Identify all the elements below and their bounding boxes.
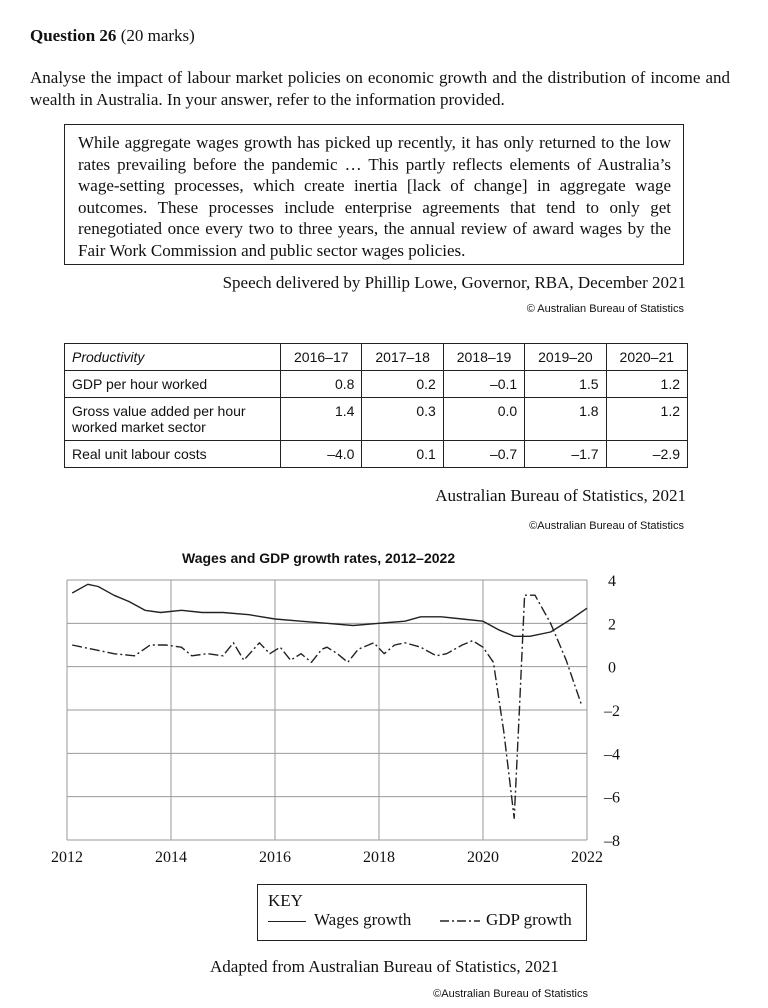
chart-copyright: ©Australian Bureau of Statistics xyxy=(433,988,588,1000)
row-label: GDP per hour worked xyxy=(63,370,282,398)
table-header-label: Productivity xyxy=(63,343,282,371)
table-cell: –0.1 xyxy=(442,370,526,398)
y-tick-label: 2 xyxy=(608,616,616,633)
table-cell: –4.0 xyxy=(280,440,363,468)
legend-title: KEY xyxy=(268,891,303,910)
table-cell: 1.8 xyxy=(524,397,607,441)
question-text: Analyse the impact of labour market poli… xyxy=(30,68,730,109)
table-cell: –2.9 xyxy=(605,440,689,468)
quote-box: While aggregate wages growth has picked … xyxy=(64,124,684,265)
table-cell: –1.7 xyxy=(524,440,607,468)
table-source: Australian Bureau of Statistics, 2021 xyxy=(435,486,686,505)
y-tick-label: –8 xyxy=(603,833,620,850)
x-tick-label: 2016 xyxy=(259,849,291,866)
table-cell: –0.7 xyxy=(442,440,526,468)
row-label: Gross value added per hour worked market… xyxy=(63,397,282,441)
chart-source: Adapted from Australian Bureau of Statis… xyxy=(210,957,559,976)
wages-growth-line xyxy=(71,583,588,637)
x-tick-label: 2014 xyxy=(155,849,187,866)
row-label: Real unit labour costs xyxy=(63,440,282,468)
table-row: Real unit labour costs –4.0 0.1 –0.7 –1.… xyxy=(63,440,689,468)
table-copyright: ©Australian Bureau of Statistics xyxy=(529,520,684,532)
x-tick-label: 2022 xyxy=(571,849,603,866)
table-column-header: 2019–20 xyxy=(524,343,607,371)
chart-legend: KEY Wages growth GDP growth xyxy=(257,884,587,941)
legend-dash-dot-line-swatch xyxy=(440,920,480,922)
chart-title: Wages and GDP growth rates, 2012–2022 xyxy=(182,550,456,566)
quote-source: Speech delivered by Phillip Lowe, Govern… xyxy=(222,273,686,292)
legend-wages-label: Wages growth xyxy=(314,910,412,929)
x-tick-label: 2018 xyxy=(363,849,395,866)
question-heading: Question 26 (20 marks) xyxy=(30,26,195,46)
productivity-table: Productivity 2016–17 2017–18 2018–19 201… xyxy=(63,343,689,468)
y-tick-label: –2 xyxy=(603,703,620,720)
y-tick-label: 4 xyxy=(608,573,616,590)
table-column-header: 2020–21 xyxy=(605,343,689,371)
table-column-header: 2018–19 xyxy=(442,343,526,371)
table-cell: 1.5 xyxy=(524,370,607,398)
table-cell: 0.2 xyxy=(361,370,444,398)
y-tick-label: –4 xyxy=(603,746,620,763)
legend-gdp-label: GDP growth xyxy=(486,910,572,929)
table-row: GDP per hour worked 0.8 0.2 –0.1 1.5 1.2 xyxy=(63,370,689,398)
x-tick-label: 2012 xyxy=(51,849,83,866)
table-column-header: 2016–17 xyxy=(280,343,363,371)
table-cell: 0.0 xyxy=(442,397,526,441)
table-cell: 1.4 xyxy=(280,397,363,441)
y-tick-label: 0 xyxy=(608,660,616,677)
table-cell: 0.3 xyxy=(361,397,444,441)
question-marks: (20 marks) xyxy=(120,26,195,45)
table-cell: 1.2 xyxy=(605,397,689,441)
table-cell: 0.8 xyxy=(280,370,363,398)
wages-gdp-chart: 2012 2014 2016 2018 2020 2022 4 2 0 –2 –4 –6 –8 xyxy=(51,573,620,866)
gdp-growth-line xyxy=(72,594,583,819)
quote-copyright: © Australian Bureau of Statistics xyxy=(526,303,684,315)
table-header-row: Productivity 2016–17 2017–18 2018–19 201… xyxy=(63,343,689,371)
question-number: Question 26 xyxy=(30,26,117,45)
legend-solid-line-swatch xyxy=(268,921,306,922)
table-cell: 1.2 xyxy=(605,370,689,398)
table-column-header: 2017–18 xyxy=(361,343,444,371)
x-tick-label: 2020 xyxy=(467,849,499,866)
quote-text: While aggregate wages growth has picked … xyxy=(78,133,671,260)
y-tick-label: –6 xyxy=(603,790,620,807)
table-cell: 0.1 xyxy=(361,440,444,468)
table-row: Gross value added per hour worked market… xyxy=(63,397,689,441)
